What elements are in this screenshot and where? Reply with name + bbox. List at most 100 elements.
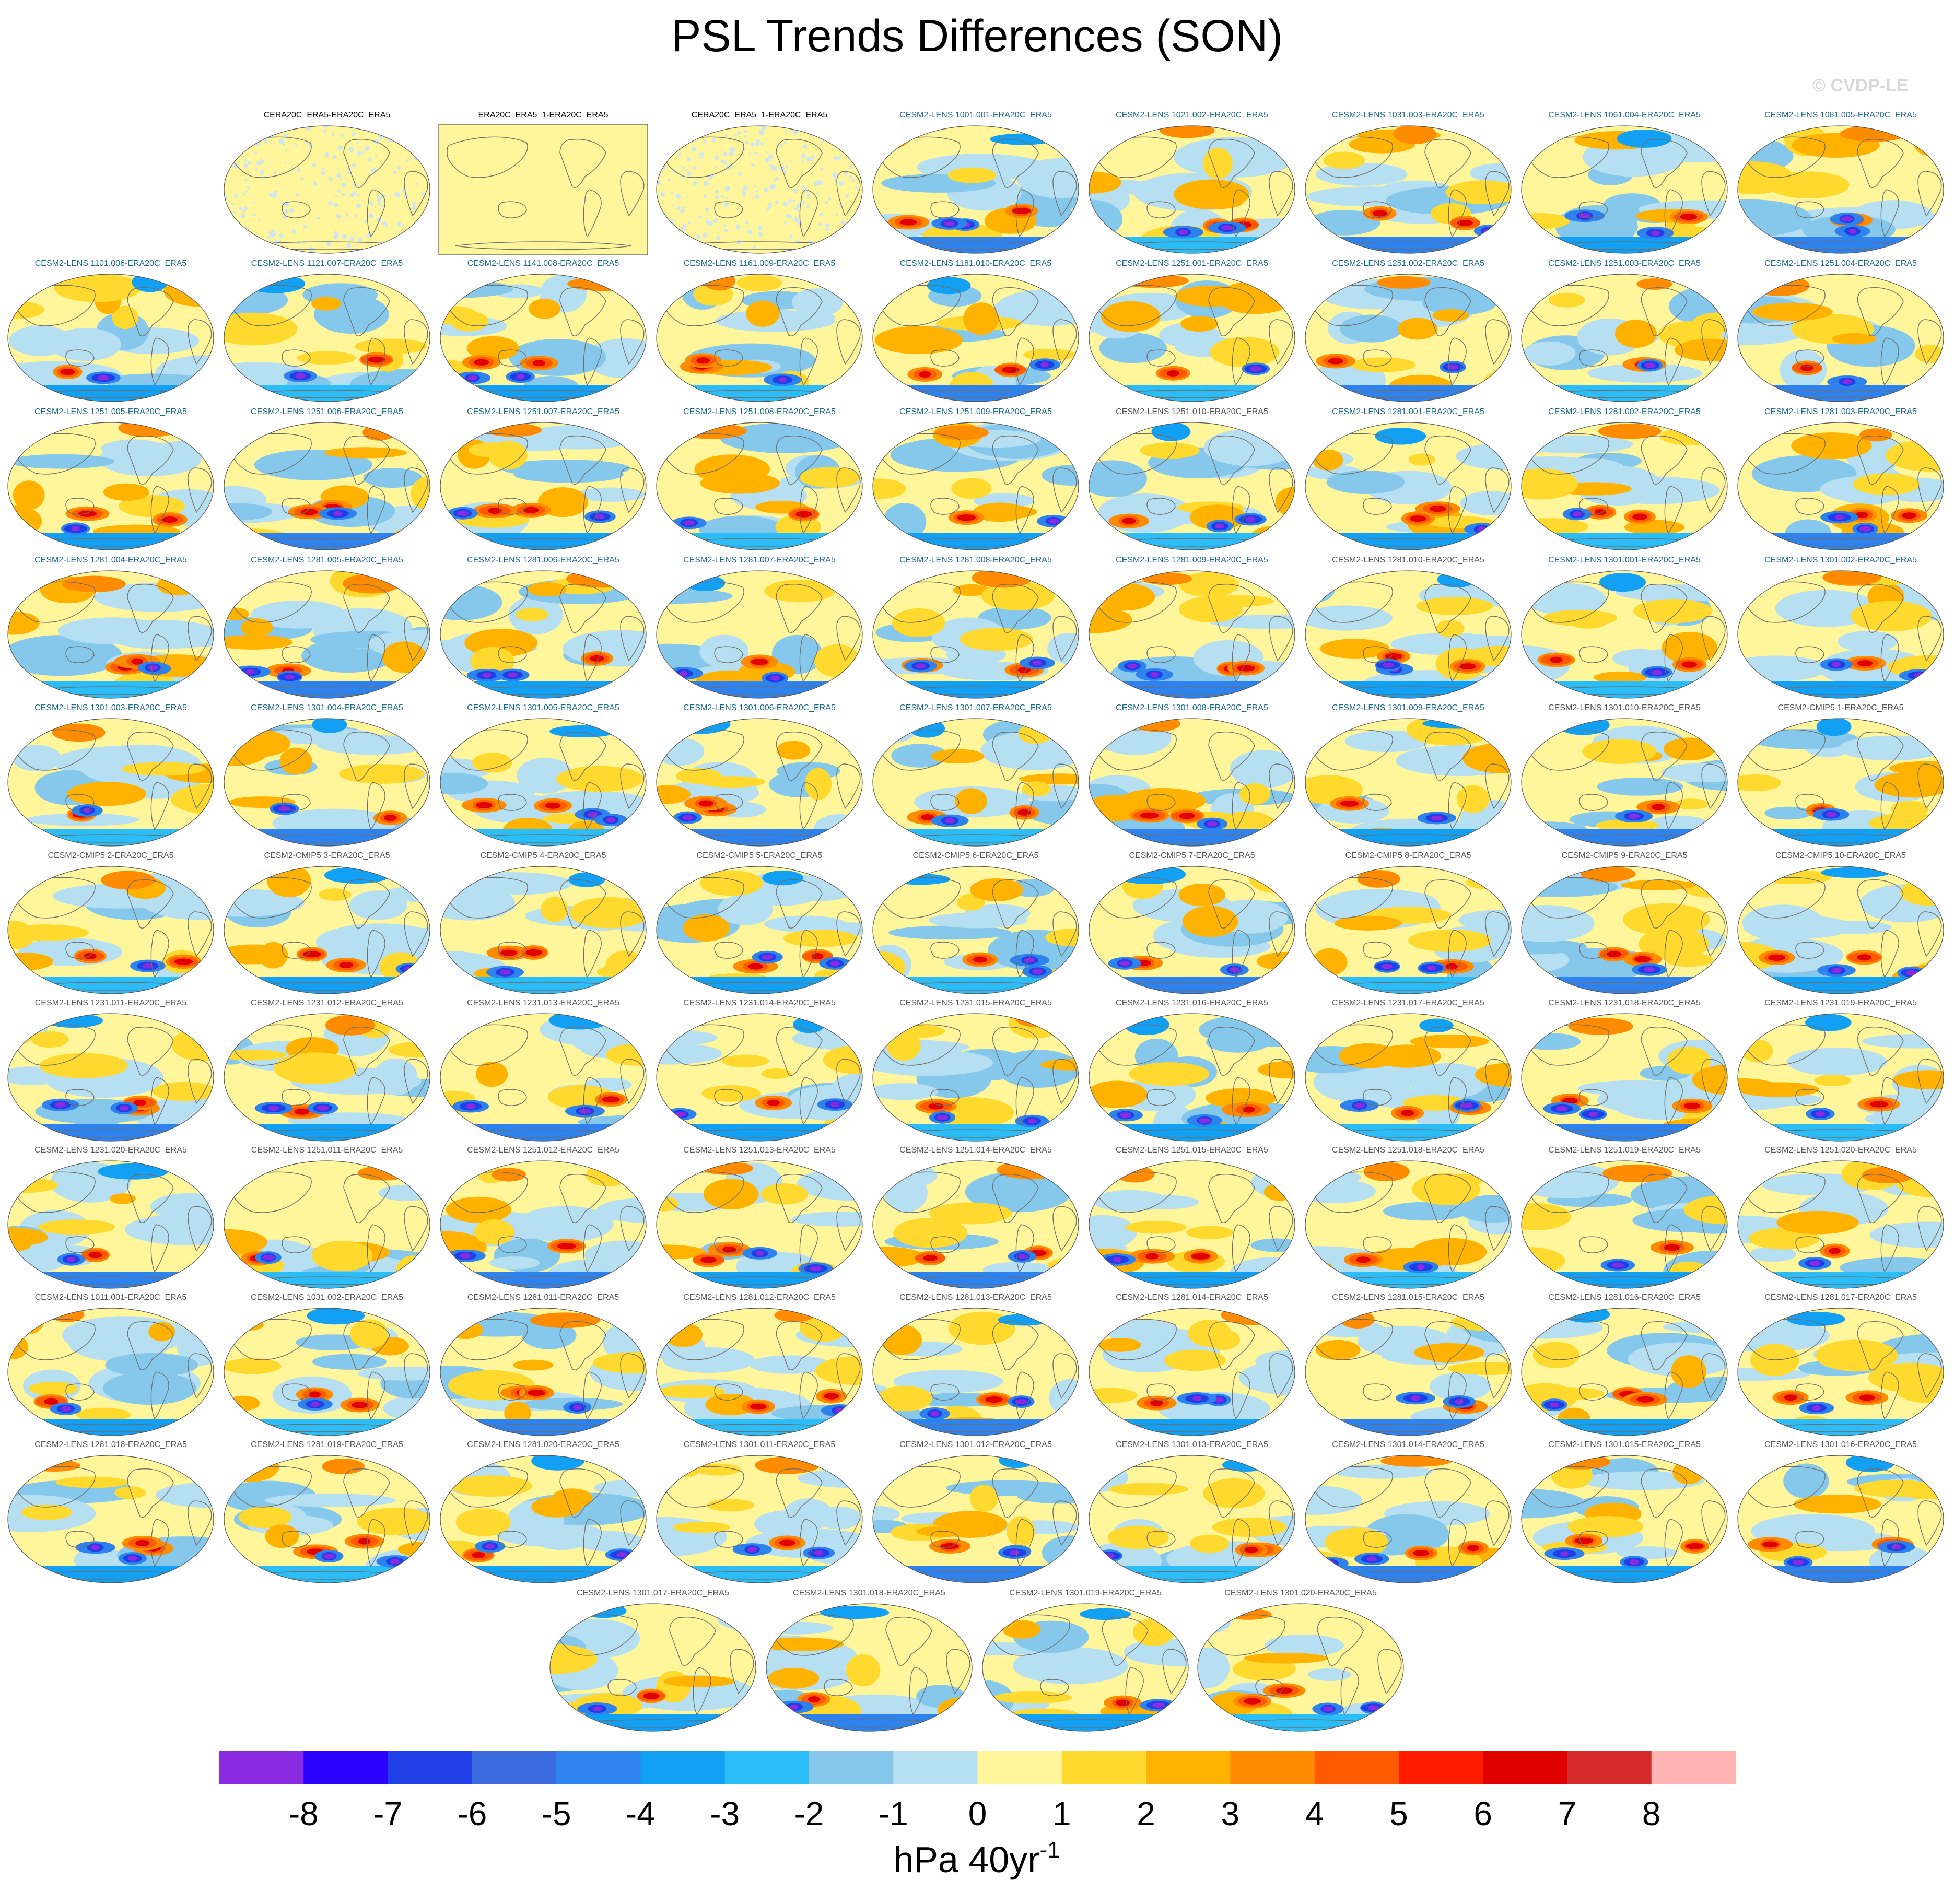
southern-ocean-band [1738,977,1944,994]
anomaly-core-positive [1001,367,1020,373]
continent-outline [620,763,645,809]
map-border [1521,274,1728,402]
panel-title: ERA20C_ERA5_1-ERA20C_ERA5 [478,111,609,120]
colorbar-tick-label: -2 [794,1795,824,1832]
anomaly-stipple [402,240,407,246]
continent-outline [559,1321,606,1370]
panel-title: CESM2-LENS 1011.001-ERA20C_ERA5 [34,1293,187,1302]
anomaly-stipple [851,137,855,140]
anomaly-stipple [775,201,779,204]
southern-ocean-band [873,533,1079,550]
anomaly-blob-positive [761,1068,792,1079]
panel-title: CESM2-CMIP5 4-ERA20C_ERA5 [480,851,606,860]
continent-outline [127,287,174,336]
anomaly-core-positive [928,1103,944,1110]
continent-outline [282,1383,311,1401]
anomaly-blob-negative [517,757,574,794]
anomaly-stipple [723,161,728,165]
anomaly-stipple [316,216,319,219]
continent-outline [1015,1224,1034,1273]
anomaly-core-positive [1459,663,1477,670]
anomaly-stipple [333,231,337,234]
anomaly-blob-positive [1614,320,1657,348]
colorbar-swatch [1146,1751,1231,1784]
anomaly-blob-negative [754,1510,822,1537]
anomaly-stipple [821,140,824,143]
continent-outline [498,1089,527,1106]
anomaly-blob-positive [1009,1014,1063,1039]
anomaly-core-positive [133,1099,147,1106]
anomaly-stipple [689,124,692,126]
panel-title: CESM2-LENS 1251.007-ERA20C_ERA5 [467,407,619,416]
panel-title: CESM2-LENS 1281.010-ERA20C_ERA5 [1332,556,1484,565]
anomaly-blob-positive [1334,915,1402,931]
panel-title: CESM2-LENS 1231.014-ERA20C_ERA5 [683,998,836,1007]
map-panel [224,718,430,847]
continent-outline [188,1353,212,1399]
anomaly-core-positive [545,802,561,809]
continent-outline [930,349,960,367]
anomaly-blob-positive [1692,1064,1727,1095]
continent-outline [620,467,645,513]
anomaly-stipple [849,174,852,179]
panel-title: CESM2-LENS 1251.004-ERA20C_ERA5 [1764,259,1917,268]
anomaly-blob-positive [736,275,782,291]
continent-outline [1052,467,1077,513]
anomaly-stipple [801,160,804,163]
anomaly-stipple [768,154,774,160]
anomaly-core-positive [808,1696,820,1703]
map-border [440,422,647,550]
anomaly-stipple [783,170,787,174]
continent-outline [799,1077,818,1125]
anomaly-stipple [232,211,236,215]
anomaly-blob-positive [804,768,832,800]
map-border [7,1308,214,1436]
anomaly-core-negative [1249,366,1262,372]
anomaly-stipple [357,237,362,242]
map-panel [1305,274,1512,402]
anomaly-stipple [835,213,838,216]
anomaly-core-negative [142,963,154,969]
anomaly-blob-positive [1413,1343,1485,1362]
continent-outline [799,486,818,534]
anomaly-blob-positive [297,351,356,365]
panel-title: CESM2-LENS 1231.016-ERA20C_ERA5 [1116,998,1268,1007]
anomaly-core-negative [1410,1395,1421,1401]
continent-outline [404,1500,428,1546]
anomaly-stipple [273,190,278,195]
map-panel [1521,1013,1728,1142]
continent-outline [1857,1174,1904,1223]
panel-title: CESM2-LENS 1251.008-ERA20C_ERA5 [683,407,836,416]
anomaly-core-negative [499,969,511,975]
anomaly-stipple [243,159,247,162]
anomaly-blob-positive [516,608,549,621]
anomaly-stipple [676,206,681,210]
continent-outline [714,1383,743,1401]
anomaly-core-positive [1664,1244,1681,1251]
continent-outline [1917,467,1942,513]
continent-outline [776,139,823,188]
anomaly-stipple [394,192,400,197]
anomaly-blob-positive [1306,1262,1333,1273]
panel-title: CESM2-LENS 1251.006-ERA20C_ERA5 [251,407,403,416]
continent-outline [1448,1224,1467,1273]
southern-ocean-band [1305,1566,1511,1583]
anomaly-core-negative [61,1406,71,1412]
anomaly-core-negative [762,954,773,960]
anomaly-blob-positive [1045,928,1079,947]
anomaly-core-negative [944,818,955,824]
anomaly-blob-positive [931,749,985,764]
anomaly-core-positive [795,511,812,518]
southern-ocean-band [1305,385,1511,402]
map-panel [1737,422,1944,550]
anomaly-blob-positive [1436,619,1465,638]
anomaly-stipple [736,226,740,230]
anomaly-blob-negative [791,1212,862,1227]
continent-outline [498,498,527,515]
anomaly-core-negative [1040,362,1049,368]
southern-ocean-band [766,1714,972,1731]
anomaly-core-positive [1869,1101,1888,1108]
colorbar-swatch [977,1751,1062,1784]
southern-ocean-band [8,385,214,402]
arctic-anomaly [530,1312,600,1328]
